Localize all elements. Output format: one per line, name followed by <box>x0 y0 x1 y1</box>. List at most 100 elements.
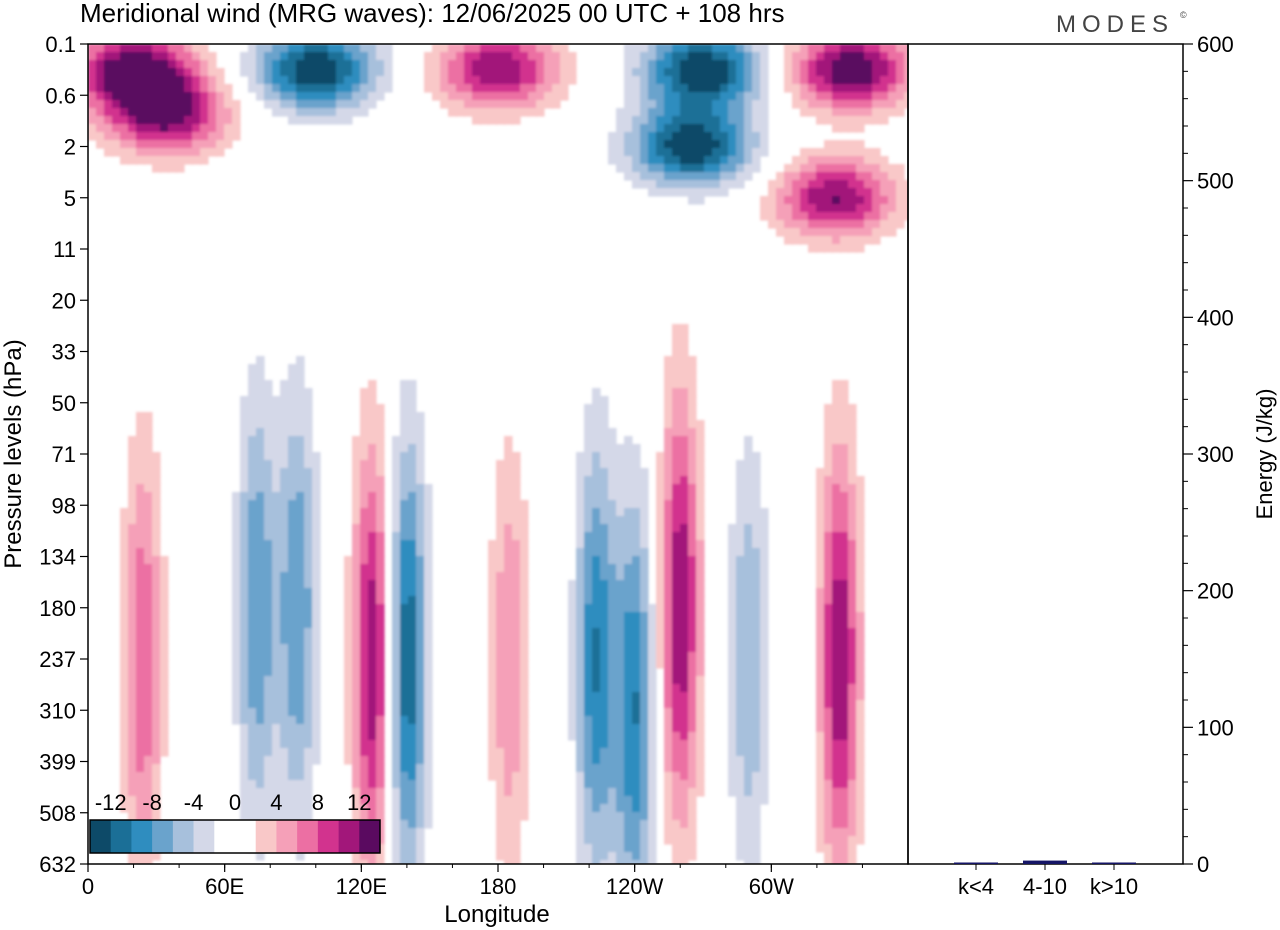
heatmap-cell <box>384 52 393 61</box>
heatmap-cell <box>752 572 761 581</box>
heatmap-cell <box>688 756 697 765</box>
heatmap-cell <box>360 500 369 509</box>
heatmap-cell <box>848 580 857 589</box>
heatmap-cell <box>504 860 513 864</box>
heatmap-cell <box>288 364 297 373</box>
heatmap-cell <box>752 620 761 629</box>
heatmap-cell <box>824 164 833 173</box>
longitude-axis: 0 60E 120E 180 120W 60W <box>82 864 863 899</box>
heatmap-cell <box>832 660 841 669</box>
heatmap-cell <box>352 724 361 733</box>
heatmap-cell <box>688 372 697 381</box>
heatmap-cell <box>856 492 865 501</box>
heatmap-cell <box>680 60 689 69</box>
heatmap-cell <box>352 620 361 629</box>
heatmap-cell <box>840 396 849 405</box>
heatmap-cell <box>232 596 241 605</box>
heatmap-cell <box>896 172 905 181</box>
heatmap-cell <box>128 628 137 637</box>
heatmap-cell <box>360 68 369 77</box>
heatmap-cell <box>232 564 241 573</box>
heatmap-cell <box>816 836 825 845</box>
heatmap-cell <box>680 812 689 821</box>
heatmap-cell <box>328 68 337 77</box>
heatmap-cell <box>312 460 321 469</box>
heatmap-cell <box>232 644 241 653</box>
heatmap-cell <box>336 76 345 85</box>
heatmap-cell <box>280 92 289 101</box>
heatmap-cell <box>600 516 609 525</box>
heatmap-cell <box>312 540 321 549</box>
heatmap-cell <box>680 76 689 85</box>
heatmap-cell <box>824 172 833 181</box>
heatmap-cell <box>864 76 873 85</box>
heatmap-cell <box>352 740 361 749</box>
heatmap-cell <box>712 132 721 141</box>
heatmap-cell <box>440 76 449 85</box>
brand-mark: © <box>1180 10 1187 20</box>
heatmap-cell <box>832 412 841 421</box>
heatmap-cell <box>696 428 705 437</box>
heatmap-cell <box>280 524 289 533</box>
heatmap-cell <box>360 84 369 93</box>
heatmap-cell <box>272 508 281 517</box>
heatmap-cell <box>624 628 633 637</box>
heatmap-cell <box>152 548 161 557</box>
heatmap-cell <box>712 60 721 69</box>
heatmap-cell <box>264 380 273 389</box>
heatmap-cell <box>416 548 425 557</box>
heatmap-cell <box>192 132 201 141</box>
heatmap-cell <box>640 156 649 165</box>
heatmap-cell <box>736 804 745 813</box>
heatmap-cell <box>392 596 401 605</box>
heatmap-cell <box>128 684 137 693</box>
heatmap-cell <box>368 508 377 517</box>
heatmap-cell <box>632 628 641 637</box>
heatmap-cell <box>600 396 609 405</box>
heatmap-cell <box>120 732 129 741</box>
heatmap-cell <box>736 60 745 69</box>
colorbar-label: -8 <box>142 790 162 815</box>
heatmap-cell <box>696 132 705 141</box>
heatmap-cell <box>392 788 401 797</box>
heatmap-cell <box>408 740 417 749</box>
heatmap-cell <box>392 556 401 565</box>
heatmap-cell <box>752 708 761 717</box>
heatmap-cell <box>688 124 697 133</box>
heatmap-cell <box>392 588 401 597</box>
heatmap-cell <box>312 92 321 101</box>
heatmap-cell <box>696 564 705 573</box>
colorbar-swatch <box>255 820 277 853</box>
heatmap-cell <box>88 132 97 141</box>
heatmap-cell <box>632 172 641 181</box>
heatmap-cell <box>296 748 305 757</box>
heatmap-cell <box>296 532 305 541</box>
heatmap-cell <box>584 748 593 757</box>
heatmap-cell <box>832 604 841 613</box>
heatmap-cell <box>792 44 801 53</box>
heatmap-cell <box>296 396 305 405</box>
heatmap-cell <box>200 52 209 61</box>
colorbar-label: 4 <box>270 790 282 815</box>
heatmap-cell <box>648 700 657 709</box>
heatmap-cell <box>832 100 841 109</box>
heatmap-cell <box>496 628 505 637</box>
heatmap-cell <box>280 804 289 813</box>
heatmap-cell <box>616 548 625 557</box>
heatmap-cell <box>440 68 449 77</box>
heatmap-cell <box>240 764 249 773</box>
heatmap-cell <box>512 556 521 565</box>
heatmap-cell <box>408 484 417 493</box>
heatmap-cell <box>120 524 129 533</box>
heatmap-cell <box>264 532 273 541</box>
heatmap-cell <box>344 620 353 629</box>
heatmap-cell <box>360 556 369 565</box>
heatmap-cell <box>536 84 545 93</box>
heatmap-cell <box>736 668 745 677</box>
heatmap-cell <box>696 524 705 533</box>
heatmap-cell <box>208 148 217 157</box>
heatmap-cell <box>240 756 249 765</box>
heatmap-cell <box>832 540 841 549</box>
heatmap-cell <box>760 588 769 597</box>
heatmap-cell <box>280 788 289 797</box>
